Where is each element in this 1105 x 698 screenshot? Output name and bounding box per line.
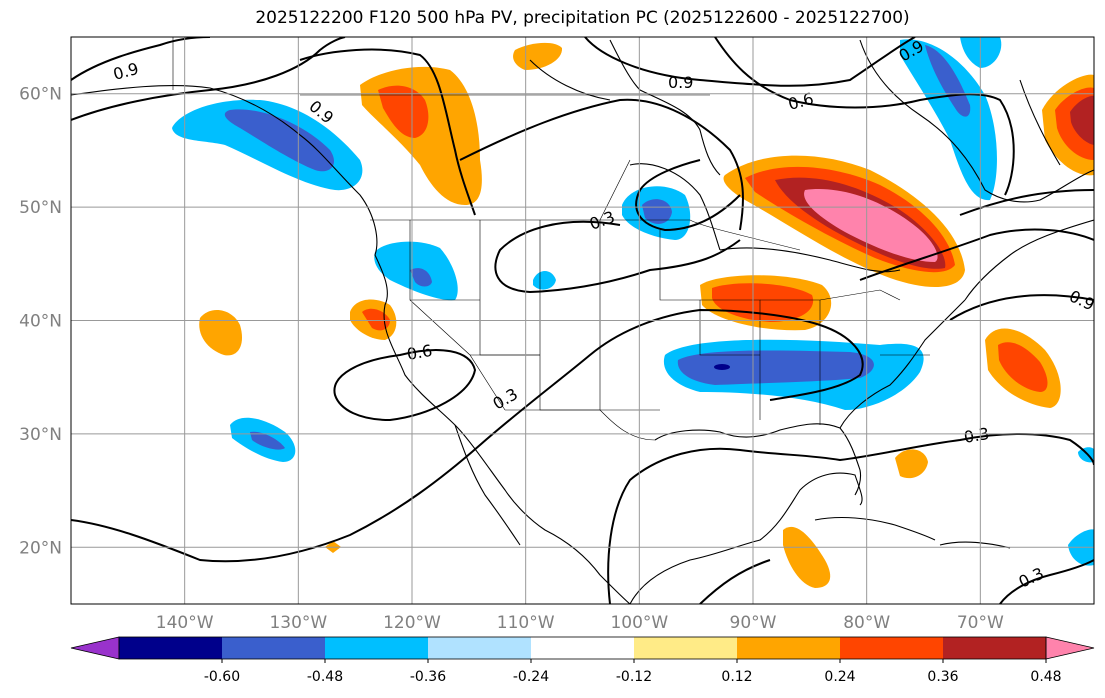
shade-ca-red bbox=[362, 308, 390, 331]
lat-tick-label: 20°N bbox=[19, 538, 62, 558]
shade-mn-blue-dark bbox=[642, 199, 672, 224]
shade-pnw-blue-dark bbox=[410, 268, 432, 287]
political-borders bbox=[172, 37, 930, 441]
colorbar-ticks: -0.60 -0.48 -0.36 -0.24 -0.12 0.12 0.24 0.36 0.4… bbox=[204, 659, 1062, 685]
contour-label: 0.6 bbox=[786, 89, 816, 114]
shade-quebec-blue bbox=[900, 39, 997, 201]
colorbar-tick-label: -0.48 bbox=[307, 669, 343, 685]
precip-shading bbox=[172, 37, 1094, 588]
colorbar-tick-label: 0.24 bbox=[824, 669, 855, 685]
colorbar-segment bbox=[943, 637, 1046, 659]
contour-label: 0.9 bbox=[111, 59, 141, 84]
shade-fl-orange bbox=[895, 449, 928, 479]
shade-yucatan-orange bbox=[783, 526, 831, 588]
contour-label: 0.3 bbox=[490, 384, 522, 413]
lat-tick-label: 60°N bbox=[19, 85, 62, 105]
colorbar-outline bbox=[118, 636, 1047, 660]
colorbar-tick-label: -0.60 bbox=[204, 669, 240, 685]
shade-alaska-blue-dark bbox=[224, 109, 335, 172]
colorbar-tick-label: -0.36 bbox=[410, 669, 446, 685]
colorbar-extend-min bbox=[70, 636, 120, 660]
colorbar-segment bbox=[531, 637, 634, 659]
graticule bbox=[71, 37, 1094, 604]
contour-label: 0.6 bbox=[405, 341, 433, 364]
map-panel: 0.9 0.9 0.9 0.6 0.9 0.3 0.6 0.3 0.3 0.9 … bbox=[71, 37, 1097, 604]
shade-top-orange bbox=[513, 42, 563, 70]
colorbar-segment bbox=[634, 637, 737, 659]
colorbar-tick-label: 0.36 bbox=[927, 669, 958, 685]
colorbar-segment bbox=[325, 637, 428, 659]
contour-label: 0.3 bbox=[587, 207, 617, 234]
longitude-labels: 140°W 130°W 120°W 110°W 100°W 90°W 80°W 70°W bbox=[156, 613, 1004, 633]
colorbar-segment bbox=[840, 637, 943, 659]
shade-south-navy bbox=[714, 364, 730, 370]
colorbar-segment bbox=[222, 637, 325, 659]
pv-contours bbox=[71, 37, 1094, 604]
lat-tick-label: 30°N bbox=[19, 425, 62, 445]
lon-tick-label: 140°W bbox=[156, 613, 214, 633]
latitude-labels: 60°N 50°N 40°N 30°N 20°N bbox=[19, 85, 62, 559]
lon-tick-label: 100°W bbox=[610, 613, 668, 633]
colorbar-tick-label: 0.12 bbox=[721, 669, 752, 685]
lon-tick-label: 110°W bbox=[497, 613, 555, 633]
colorbar-segment bbox=[119, 637, 222, 659]
shade-south-blue-dark bbox=[677, 350, 874, 385]
colorbar-extend-max bbox=[1045, 636, 1095, 660]
colorbar-segment bbox=[737, 637, 840, 659]
shade-midwest-red bbox=[712, 283, 814, 322]
shade-quebec-blue-dark bbox=[925, 45, 971, 117]
lon-tick-label: 120°W bbox=[383, 613, 441, 633]
colorbar bbox=[70, 636, 1095, 660]
shade-pacific-orange bbox=[199, 309, 243, 356]
colorbar-segment bbox=[428, 637, 531, 659]
lon-tick-label: 130°W bbox=[269, 613, 327, 633]
lon-tick-label: 90°W bbox=[730, 613, 777, 633]
shade-atlantic-red bbox=[998, 342, 1048, 392]
contour-label: 0.9 bbox=[1066, 286, 1097, 314]
lat-tick-label: 40°N bbox=[19, 312, 62, 332]
contour-label: 0.9 bbox=[668, 73, 693, 92]
colorbar-tick-label: -0.12 bbox=[616, 669, 652, 685]
shade-bc-red bbox=[378, 85, 429, 138]
shade-east-darkred bbox=[1070, 95, 1094, 145]
contour-label: 0.3 bbox=[962, 424, 990, 447]
lon-tick-label: 80°W bbox=[843, 613, 890, 633]
colorbar-tick-label: -0.24 bbox=[513, 669, 549, 685]
lon-tick-label: 70°W bbox=[957, 613, 1004, 633]
colorbar-tick-label: 0.48 bbox=[1030, 669, 1061, 685]
lat-tick-label: 50°N bbox=[19, 198, 62, 218]
map-frame bbox=[70, 36, 1095, 605]
map-title: 2025122200 F120 500 hPa PV, precipitatio… bbox=[255, 8, 910, 28]
shade-pacific-blue-dark bbox=[250, 431, 285, 450]
shade-utah-blue bbox=[533, 271, 556, 290]
coastlines bbox=[71, 39, 1094, 604]
